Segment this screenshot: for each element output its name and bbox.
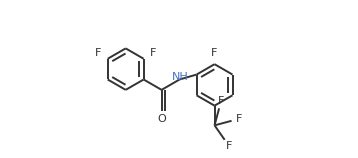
Text: F: F [211,48,218,58]
Text: F: F [150,48,156,58]
Text: NH: NH [172,72,189,82]
Text: F: F [226,141,232,151]
Text: F: F [218,96,224,106]
Text: O: O [157,114,166,124]
Text: F: F [236,114,242,124]
Text: F: F [95,48,102,58]
